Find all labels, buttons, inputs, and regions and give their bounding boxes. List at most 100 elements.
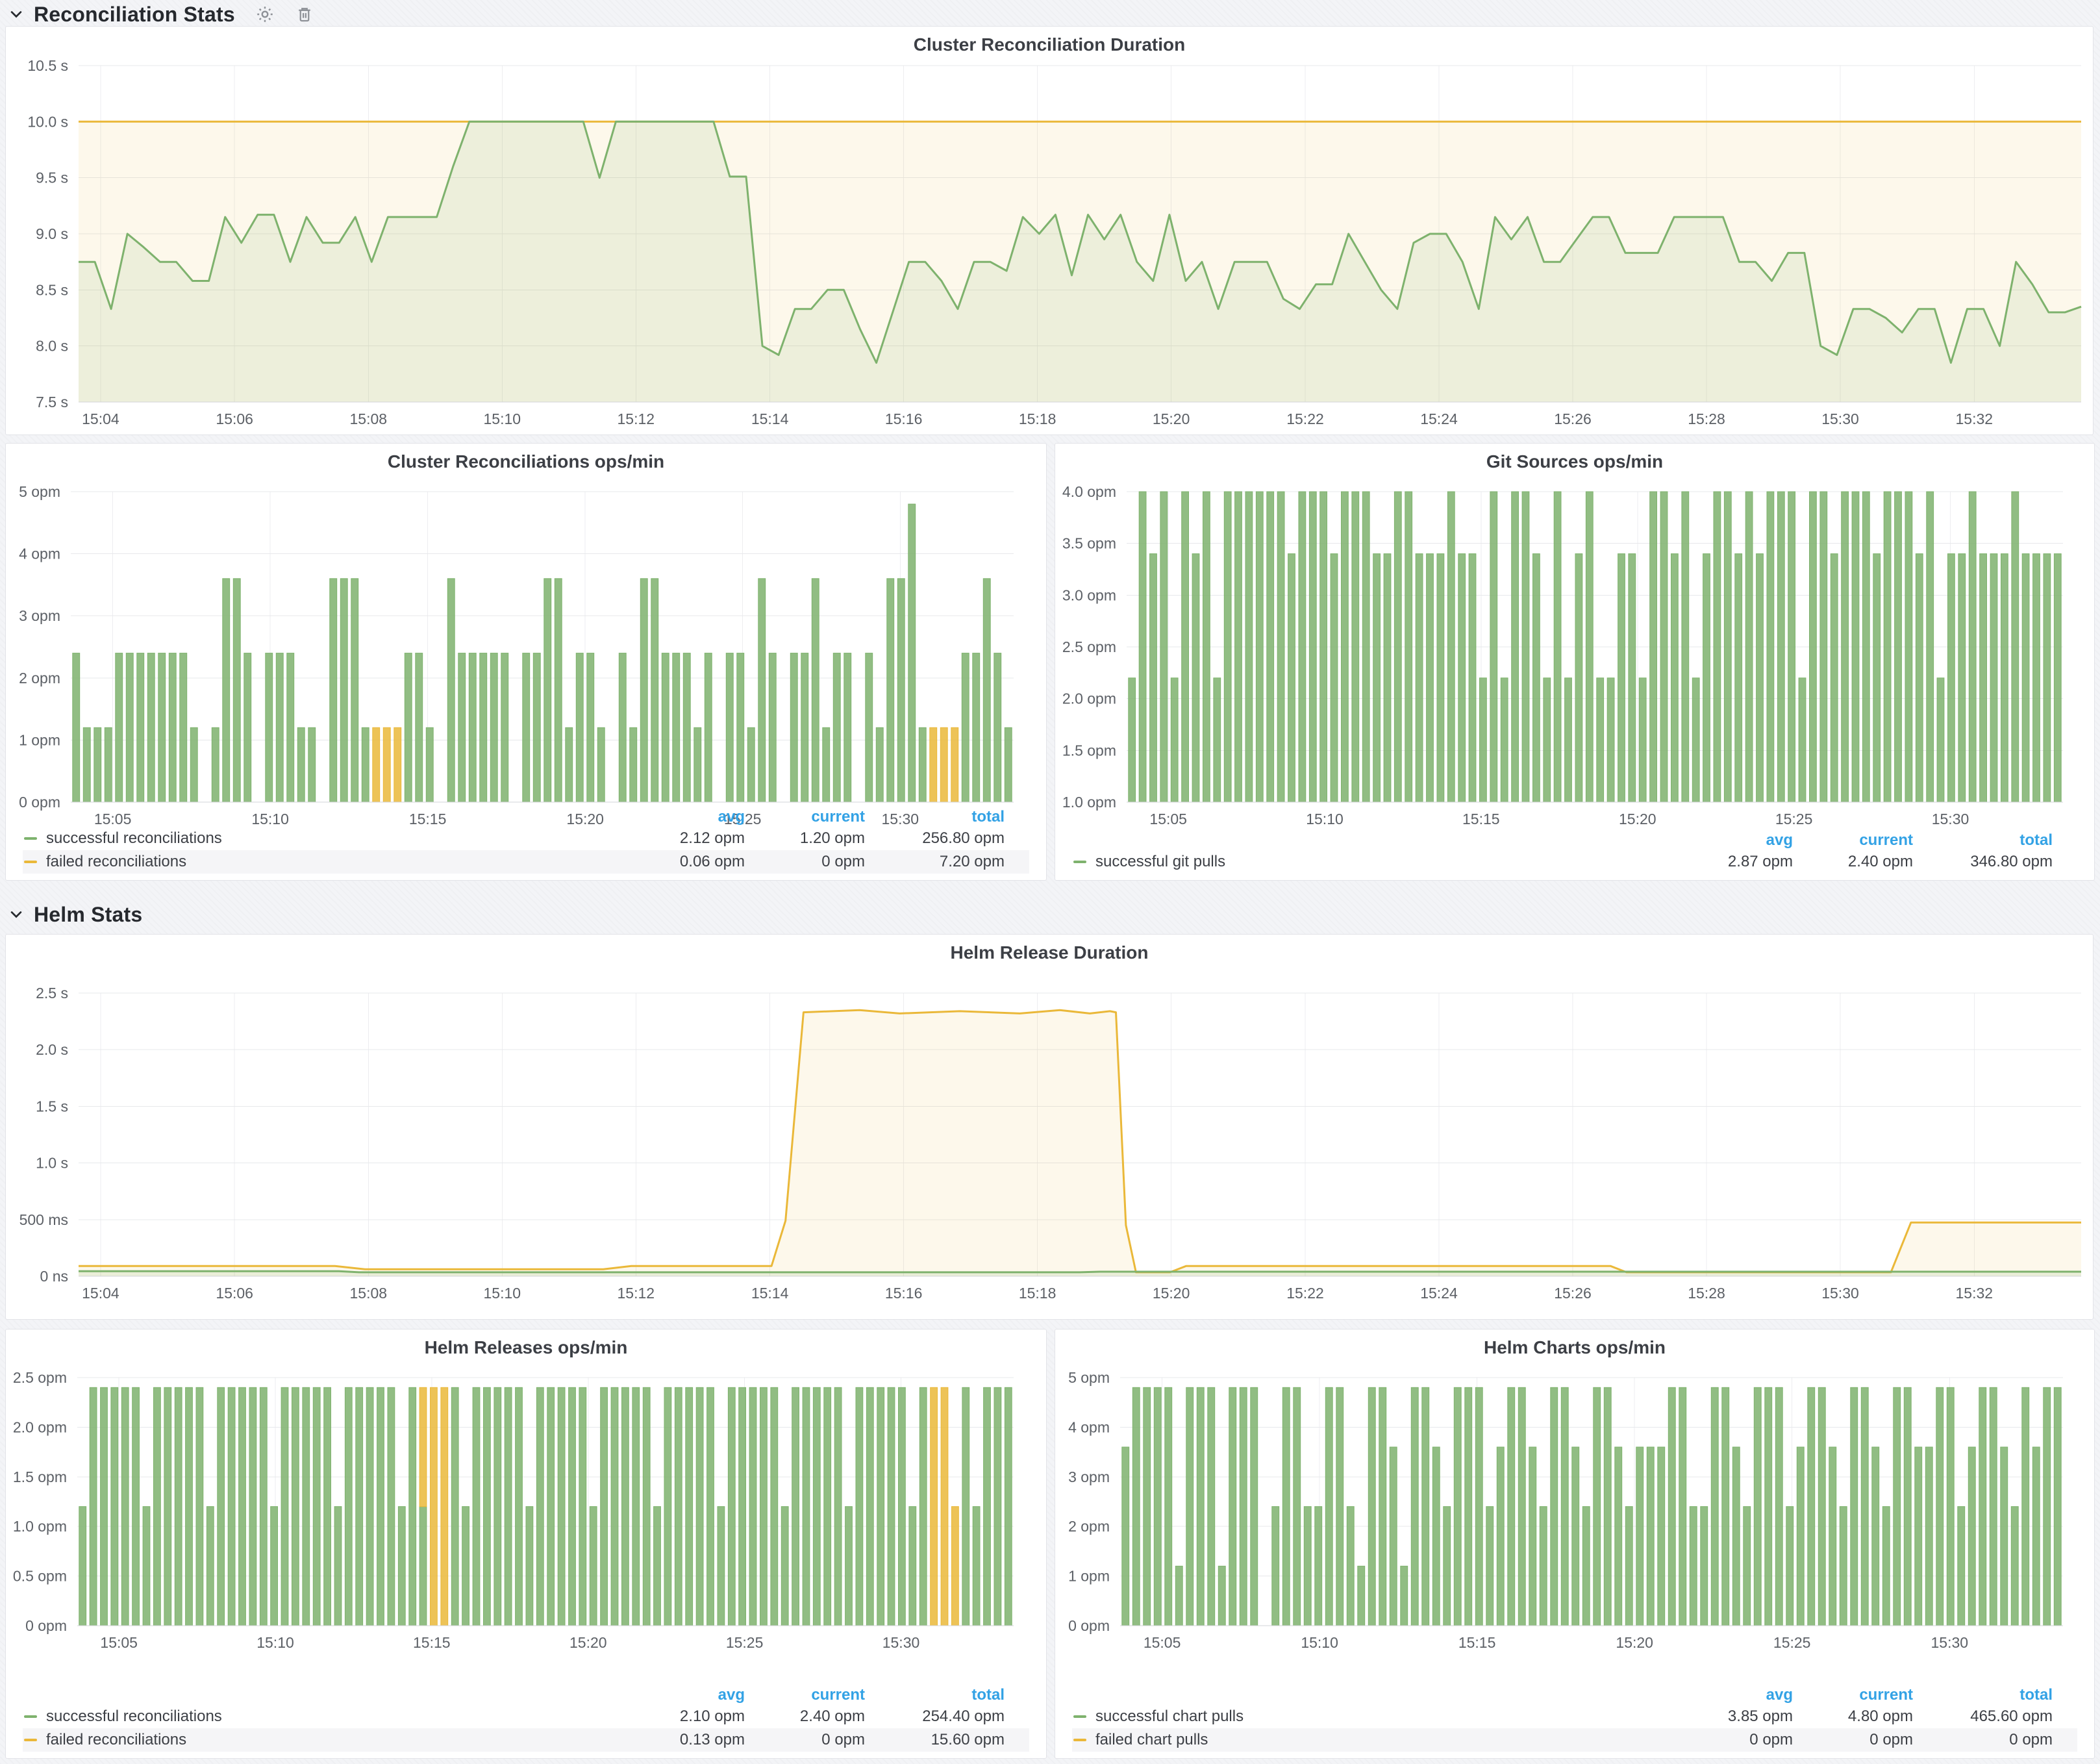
svg-text:15:04: 15:04 [82,410,119,427]
legend-header-avg[interactable]: avg [1669,1686,1793,1704]
section-header-reconciliation-stats[interactable]: Reconciliation Stats [9,1,314,27]
legend-current-value: 1.20 opm [745,829,865,848]
legend-avg-value: 2.12 opm [621,829,745,848]
legend-header: avgcurrenttotal [23,1685,1029,1705]
svg-text:3 opm: 3 opm [19,607,60,624]
section-header-helm-stats[interactable]: Helm Stats [9,901,142,927]
legend-series-label[interactable]: failed reconciliations [24,1731,621,1749]
legend-series-label[interactable]: failed reconciliations [24,853,621,871]
legend-header: avgcurrenttotal [1072,831,2077,850]
svg-text:1.5 s: 1.5 s [36,1098,68,1115]
svg-text:15:30: 15:30 [1932,811,1969,827]
chart-helm-release-duration[interactable]: 15:0415:0615:0815:1015:1215:1415:1615:18… [6,935,2093,1319]
legend-avg-value: 2.87 opm [1669,853,1793,871]
svg-text:15:24: 15:24 [1420,1285,1458,1302]
gear-icon[interactable] [255,4,275,25]
svg-text:15:32: 15:32 [1956,1285,1994,1302]
chart-cluster-reconciliation-duration[interactable]: 15:0415:0615:0815:1015:1215:1415:1615:18… [6,27,2093,435]
legend-series-label[interactable]: successful reconciliations [24,829,621,848]
legend-total-value: 7.20 opm [865,853,1005,871]
svg-text:15:20: 15:20 [1616,1634,1653,1651]
legend-header-total[interactable]: total [865,808,1005,826]
legend-header-total[interactable]: total [1913,831,2053,850]
svg-text:1.0 opm: 1.0 opm [13,1518,67,1535]
svg-text:2.0 opm: 2.0 opm [1062,690,1116,707]
svg-text:15:25: 15:25 [1773,1634,1811,1651]
legend-header-current[interactable]: current [1793,831,1913,850]
legend-avg-value: 0.06 opm [621,853,745,871]
svg-text:15:26: 15:26 [1554,1285,1592,1302]
legend-row: successful chart pulls3.85 opm4.80 opm46… [1072,1705,2077,1728]
svg-text:15:28: 15:28 [1688,1285,1725,1302]
legend-current-value: 4.80 opm [1793,1707,1913,1726]
legend-header-total[interactable]: total [1913,1686,2053,1704]
panel-helm-release-duration: Helm Release Duration 15:0415:0615:0815:… [5,934,2094,1320]
legend-avg-value: 3.85 opm [1669,1707,1793,1726]
svg-text:15:30: 15:30 [882,1634,920,1651]
legend-total-value: 254.40 opm [865,1707,1005,1726]
legend-header-total[interactable]: total [865,1686,1005,1704]
svg-text:15:08: 15:08 [350,1285,388,1302]
legend-header: avgcurrenttotal [1072,1685,2077,1705]
svg-text:15:30: 15:30 [1821,410,1859,427]
svg-text:3.5 opm: 3.5 opm [1062,535,1116,552]
series-color-swatch [24,1715,37,1718]
chart-git-sources-opm[interactable]: 15:0515:1015:1515:2015:2515:301.0 opm1.5… [1055,444,2094,880]
svg-text:5 opm: 5 opm [1068,1369,1110,1386]
svg-text:2.5 opm: 2.5 opm [13,1369,67,1386]
svg-text:15:20: 15:20 [1153,410,1190,427]
svg-text:15:10: 15:10 [484,410,521,427]
chevron-down-icon[interactable] [9,7,23,21]
svg-text:4 opm: 4 opm [19,546,60,562]
svg-text:15:10: 15:10 [1301,1634,1338,1651]
legend-current-value: 0 opm [745,853,865,871]
legend-series-label[interactable]: failed chart pulls [1073,1731,1669,1749]
svg-text:8.5 s: 8.5 s [36,281,68,298]
legend-row: successful reconciliations2.12 opm1.20 o… [23,827,1029,850]
chevron-down-icon[interactable] [9,907,23,922]
legend-header-current[interactable]: current [745,1686,865,1704]
legend-row: successful git pulls2.87 opm2.40 opm346.… [1072,850,2077,874]
svg-text:15:22: 15:22 [1286,410,1324,427]
series-color-swatch [1073,861,1086,863]
svg-text:15:06: 15:06 [216,410,253,427]
svg-text:1.0 opm: 1.0 opm [1062,794,1116,811]
svg-text:2.0 opm: 2.0 opm [13,1418,67,1435]
legend: avgcurrenttotalsuccessful reconciliation… [23,807,1029,874]
legend-series-label[interactable]: successful chart pulls [1073,1707,1669,1726]
legend-series-label[interactable]: successful reconciliations [24,1707,621,1726]
svg-text:15:26: 15:26 [1554,410,1592,427]
legend: avgcurrenttotal successful reconciliation… [23,1685,1029,1752]
svg-text:15:15: 15:15 [1458,1634,1496,1651]
legend-header-current[interactable]: current [1793,1686,1913,1704]
legend-header-avg[interactable]: avg [621,1686,745,1704]
svg-text:0.5 opm: 0.5 opm [13,1568,67,1585]
svg-text:0 opm: 0 opm [25,1617,67,1634]
legend-header-avg[interactable]: avg [1669,831,1793,850]
section-title[interactable]: Reconciliation Stats [34,3,235,27]
svg-text:15:15: 15:15 [413,1634,451,1651]
legend-total-value: 256.80 opm [865,829,1005,848]
legend-series-label[interactable]: successful git pulls [1073,853,1669,871]
svg-text:15:30: 15:30 [1821,1285,1859,1302]
series-color-swatch [24,1739,37,1741]
svg-text:15:22: 15:22 [1286,1285,1324,1302]
svg-text:15:14: 15:14 [751,1285,789,1302]
trash-icon[interactable] [295,5,314,24]
svg-text:15:15: 15:15 [1462,811,1500,827]
svg-text:15:20: 15:20 [1153,1285,1190,1302]
svg-text:15:05: 15:05 [1149,811,1187,827]
svg-text:15:05: 15:05 [1144,1634,1181,1651]
svg-text:500 ms: 500 ms [19,1211,68,1228]
section-title[interactable]: Helm Stats [34,903,142,927]
legend-header-avg[interactable]: avg [621,808,745,826]
svg-text:0 opm: 0 opm [1068,1617,1110,1634]
svg-text:15:24: 15:24 [1420,410,1458,427]
svg-text:15:16: 15:16 [885,410,923,427]
svg-text:15:32: 15:32 [1956,410,1994,427]
svg-text:4 opm: 4 opm [1068,1418,1110,1435]
legend-header-current[interactable]: current [745,808,865,826]
panel-helm-releases-opm: Helm Releases ops/min 15:0515:1015:1515:… [5,1329,1047,1759]
svg-text:15:25: 15:25 [726,1634,764,1651]
svg-text:15:18: 15:18 [1019,1285,1056,1302]
